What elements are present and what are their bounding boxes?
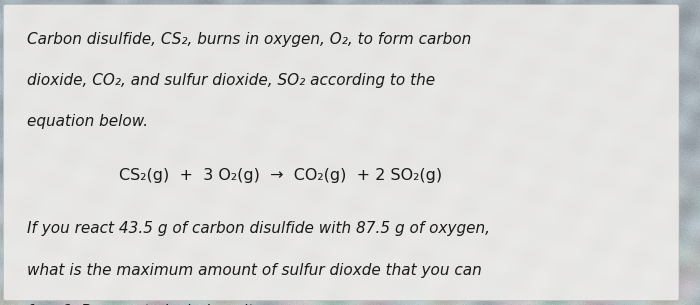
Text: form?  Be sure to include units.: form? Be sure to include units. xyxy=(27,304,266,305)
Text: what is the maximum amount of sulfur dioxde that you can: what is the maximum amount of sulfur dio… xyxy=(27,263,482,278)
Text: dioxide, CO₂, and sulfur dioxide, SO₂ according to the: dioxide, CO₂, and sulfur dioxide, SO₂ ac… xyxy=(27,73,435,88)
Text: If you react 43.5 g of carbon disulfide with 87.5 g of oxygen,: If you react 43.5 g of carbon disulfide … xyxy=(27,221,489,236)
Text: equation below.: equation below. xyxy=(27,114,148,129)
FancyBboxPatch shape xyxy=(4,5,679,300)
Text: Carbon disulfide, CS₂, burns in oxygen, O₂, to form carbon: Carbon disulfide, CS₂, burns in oxygen, … xyxy=(27,32,471,47)
Text: CS₂(g)  +  3 O₂(g)  →  CO₂(g)  + 2 SO₂(g): CS₂(g) + 3 O₂(g) → CO₂(g) + 2 SO₂(g) xyxy=(119,168,442,183)
